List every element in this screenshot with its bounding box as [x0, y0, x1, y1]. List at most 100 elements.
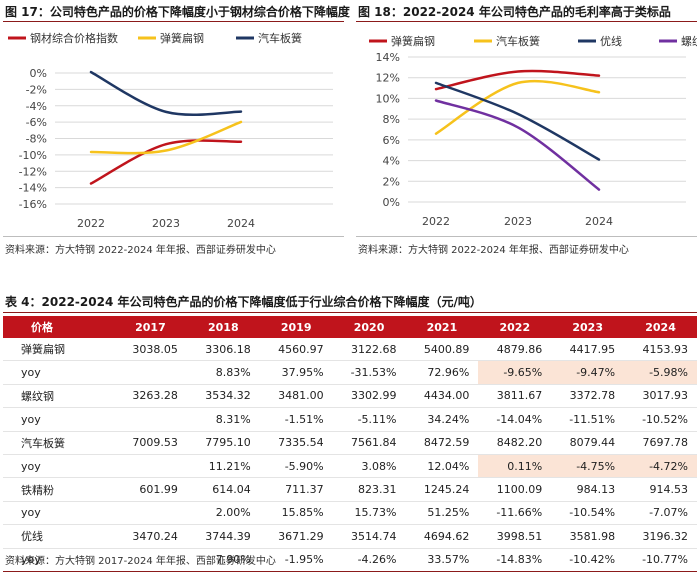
y-tick-label: -6% — [26, 116, 47, 129]
figure-18-title: 图 18：2022-2024 年公司特色产品的毛利率高于类标品 — [358, 5, 671, 19]
row-label: 弹簧扁钢 — [3, 338, 114, 362]
row-label: yoy — [3, 360, 114, 385]
table-row: 铁精粉 601.99 614.04 711.37 823.31 1245.24 1100.0… — [3, 477, 697, 502]
figure-17-title-rule — [3, 21, 344, 22]
series-line — [89, 70, 243, 117]
table-cell: 3.08% — [332, 454, 406, 479]
table-cell: 34.24% — [405, 407, 479, 432]
table-row: yoy 11.21% -5.90% 3.08% 12.04% 0.11% -4.75% -4.… — [3, 454, 697, 479]
y-tick-label: -8% — [26, 133, 47, 146]
table-row: 优线 3470.24 3744.39 3671.29 3514.74 4694.62 399… — [3, 524, 697, 549]
figure-17-title: 图 17：公司特色产品的价格下降幅度小于钢材综合价格下降幅度 — [5, 5, 350, 19]
table-cell: 12.04% — [405, 454, 479, 479]
table-cell — [114, 360, 187, 385]
table-4-title-rule — [3, 312, 697, 313]
table-cell: 3196.32 — [624, 524, 697, 549]
table-cell: 33.57% — [405, 548, 479, 572]
table-row: yoy 8.31% -1.51% -5.11% 34.24% -14.04% -11.51%… — [3, 407, 697, 432]
table-cell: -10.77% — [624, 548, 697, 572]
table-cell: -11.51% — [551, 407, 625, 432]
x-tick-label: 2022 — [77, 217, 105, 230]
table-row: 螺纹钢 3263.28 3534.32 3481.00 3302.99 4434.00 38… — [3, 384, 697, 409]
table-row: yoy 8.83% 37.95% -31.53% 72.96% -9.65% -9.47% -… — [3, 360, 697, 385]
table-cell: -10.54% — [551, 501, 625, 526]
table-cell: 8.31% — [186, 407, 260, 432]
y-tick-label: -10% — [19, 149, 47, 162]
table-cell: 914.53 — [624, 477, 697, 502]
table-cell — [114, 407, 187, 432]
table-cell: 823.31 — [332, 477, 406, 502]
table-cell: 4434.00 — [405, 384, 479, 409]
table-header-year: 2023 — [551, 316, 625, 338]
table-cell: -4.75% — [551, 454, 625, 479]
table-cell: 2.00% — [186, 501, 260, 526]
legend-label: 弹簧扁钢 — [391, 34, 435, 48]
table-cell: 0.11% — [478, 454, 552, 479]
table-cell: 984.13 — [551, 477, 625, 502]
x-tick-label: 2022 — [422, 215, 450, 228]
table-cell: 4879.86 — [478, 338, 552, 362]
row-label: yoy — [3, 407, 114, 432]
table-cell — [114, 454, 187, 479]
table-header-year: 2024 — [624, 316, 697, 338]
y-tick-label: 6% — [383, 134, 400, 147]
table-header-label: 价格 — [3, 316, 114, 338]
table-cell: 3372.78 — [551, 384, 625, 409]
y-tick-label: 10% — [376, 92, 400, 105]
table-cell: 5400.89 — [405, 338, 479, 362]
y-tick-label: 12% — [376, 72, 400, 85]
legend-label: 螺纹钢 — [681, 34, 697, 48]
table-cell: -14.04% — [478, 407, 552, 432]
table-cell: 3306.18 — [186, 338, 260, 362]
legend-label: 钢材综合价格指数 — [30, 31, 118, 45]
table-cell: 51.25% — [405, 501, 479, 526]
y-tick-label: 4% — [383, 155, 400, 168]
table-cell: -31.53% — [332, 360, 406, 385]
table-cell: 8.83% — [186, 360, 260, 385]
table-cell: -9.65% — [478, 360, 552, 385]
table-cell: -4.26% — [332, 548, 406, 572]
table-cell: -5.11% — [332, 407, 406, 432]
table-cell: 7561.84 — [332, 431, 406, 455]
table-cell: 7795.10 — [186, 431, 260, 455]
table-header-row: 价格 2017 2018 2019 2020 2021 2022 2023 2024 — [3, 316, 697, 338]
y-tick-label: 0% — [30, 67, 47, 80]
table-cell: 15.73% — [332, 501, 406, 526]
table-cell: 37.95% — [259, 360, 333, 385]
table-row: 弹簧扁钢 3038.05 3306.18 4560.97 3122.68 5400.89 4… — [3, 338, 697, 362]
table-cell: -1.51% — [259, 407, 333, 432]
table-cell: -11.66% — [478, 501, 552, 526]
table-cell: 3671.29 — [259, 524, 333, 549]
table-row: 汽车板簧 7009.53 7795.10 7335.54 7561.84 8472.59 8… — [3, 431, 697, 455]
table-cell: 3534.32 — [186, 384, 260, 409]
figure-18-source: 资料来源：方大特钢 2022-2024 年年报、西部证券研发中心 — [358, 245, 629, 256]
price-table: 价格 2017 2018 2019 2020 2021 2022 2023 2024 弹簧扁钢 3… — [3, 316, 697, 572]
table-cell: -5.90% — [259, 454, 333, 479]
table-cell: 4417.95 — [551, 338, 625, 362]
table-cell: 4560.97 — [259, 338, 333, 362]
y-tick-label: -16% — [19, 198, 47, 211]
y-tick-label: 2% — [383, 175, 400, 188]
table-cell: -7.07% — [624, 501, 697, 526]
table-header-year: 2019 — [259, 316, 333, 338]
legend-label: 弹簧扁钢 — [160, 31, 204, 45]
figure-17-source: 资料来源：方大特钢 2022-2024 年年报、西部证券研发中心 — [5, 245, 276, 256]
figure-18-title-rule — [356, 21, 697, 22]
row-label: 螺纹钢 — [3, 384, 114, 409]
table-cell: 7009.53 — [114, 431, 187, 455]
table-cell: 711.37 — [259, 477, 333, 502]
row-label: 优线 — [3, 524, 114, 549]
table-4-title: 表 4：2022-2024 年公司特色产品的价格下降幅度低于行业综合价格下降幅度… — [5, 295, 482, 309]
series-line — [434, 69, 601, 91]
table-cell: 8472.59 — [405, 431, 479, 455]
table-cell: 3470.24 — [114, 524, 187, 549]
table-cell: 4153.93 — [624, 338, 697, 362]
table-cell: 7697.78 — [624, 431, 697, 455]
table-cell: 3302.99 — [332, 384, 406, 409]
y-tick-label: 14% — [376, 51, 400, 64]
table-cell: -10.42% — [551, 548, 625, 572]
row-label: 汽车板簧 — [3, 431, 114, 455]
table-cell: 3998.51 — [478, 524, 552, 549]
table-cell: 3581.98 — [551, 524, 625, 549]
table-cell: 3122.68 — [332, 338, 406, 362]
